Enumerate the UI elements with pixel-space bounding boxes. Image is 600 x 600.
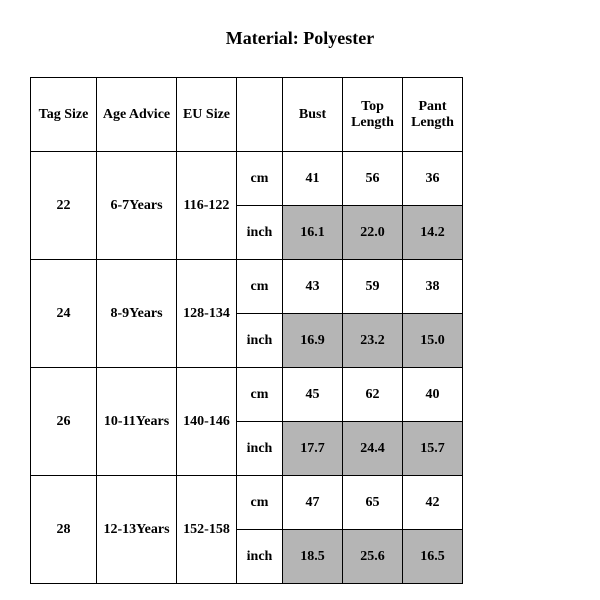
cell-top-length: 59	[343, 260, 403, 314]
cell-unit-cm: cm	[237, 260, 283, 314]
cell-tag-size: 22	[31, 152, 97, 260]
cell-bust: 17.7	[283, 422, 343, 476]
cell-top-length: 56	[343, 152, 403, 206]
cell-unit-cm: cm	[237, 152, 283, 206]
col-eu-size: EU Size	[177, 78, 237, 152]
cell-age-advice: 12-13Years	[97, 476, 177, 584]
table-row: 28 12-13Years 152-158 cm 47 65 42	[31, 476, 463, 530]
cell-pant-length: 36	[403, 152, 463, 206]
cell-unit-cm: cm	[237, 476, 283, 530]
cell-bust: 16.1	[283, 206, 343, 260]
cell-pant-length: 15.7	[403, 422, 463, 476]
cell-bust: 41	[283, 152, 343, 206]
size-table: Tag Size Age Advice EU Size Bust Top Len…	[30, 77, 463, 584]
cell-pant-length: 42	[403, 476, 463, 530]
cell-age-advice: 10-11Years	[97, 368, 177, 476]
cell-unit-inch: inch	[237, 314, 283, 368]
cell-top-length: 22.0	[343, 206, 403, 260]
cell-pant-length: 38	[403, 260, 463, 314]
cell-pant-length: 16.5	[403, 530, 463, 584]
col-top-length: Top Length	[343, 78, 403, 152]
cell-top-length: 24.4	[343, 422, 403, 476]
cell-tag-size: 28	[31, 476, 97, 584]
cell-bust: 45	[283, 368, 343, 422]
cell-eu-size: 152-158	[177, 476, 237, 584]
cell-pant-length: 40	[403, 368, 463, 422]
col-pant-length: Pant Length	[403, 78, 463, 152]
table-body: 22 6-7Years 116-122 cm 41 56 36 inch 16.…	[31, 152, 463, 584]
col-tag-size: Tag Size	[31, 78, 97, 152]
cell-unit-inch: inch	[237, 530, 283, 584]
cell-bust: 43	[283, 260, 343, 314]
cell-tag-size: 24	[31, 260, 97, 368]
table-row: 22 6-7Years 116-122 cm 41 56 36	[31, 152, 463, 206]
cell-tag-size: 26	[31, 368, 97, 476]
cell-top-length: 25.6	[343, 530, 403, 584]
cell-age-advice: 8-9Years	[97, 260, 177, 368]
cell-pant-length: 15.0	[403, 314, 463, 368]
cell-bust: 18.5	[283, 530, 343, 584]
cell-pant-length: 14.2	[403, 206, 463, 260]
cell-eu-size: 140-146	[177, 368, 237, 476]
cell-eu-size: 116-122	[177, 152, 237, 260]
table-header-row: Tag Size Age Advice EU Size Bust Top Len…	[31, 78, 463, 152]
col-unit	[237, 78, 283, 152]
table-row: 24 8-9Years 128-134 cm 43 59 38	[31, 260, 463, 314]
cell-unit-inch: inch	[237, 422, 283, 476]
cell-bust: 47	[283, 476, 343, 530]
cell-top-length: 62	[343, 368, 403, 422]
col-bust: Bust	[283, 78, 343, 152]
col-age-advice: Age Advice	[97, 78, 177, 152]
cell-top-length: 23.2	[343, 314, 403, 368]
cell-bust: 16.9	[283, 314, 343, 368]
cell-age-advice: 6-7Years	[97, 152, 177, 260]
cell-unit-inch: inch	[237, 206, 283, 260]
table-row: 26 10-11Years 140-146 cm 45 62 40	[31, 368, 463, 422]
cell-eu-size: 128-134	[177, 260, 237, 368]
page-title: Material: Polyester	[0, 28, 600, 49]
cell-unit-cm: cm	[237, 368, 283, 422]
cell-top-length: 65	[343, 476, 403, 530]
